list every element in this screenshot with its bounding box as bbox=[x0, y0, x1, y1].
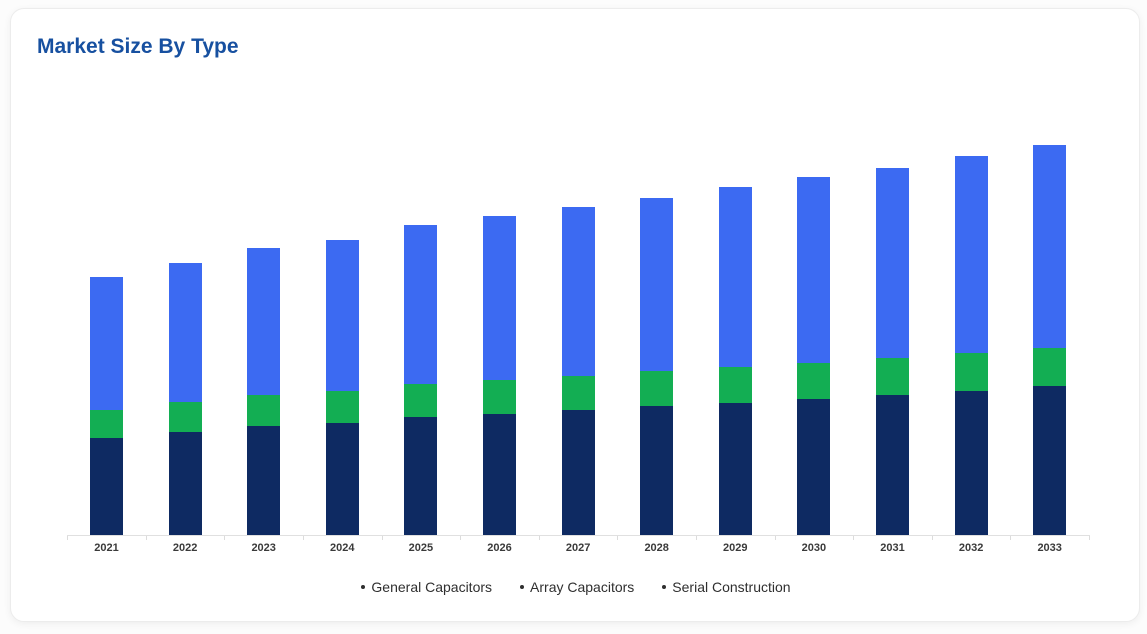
bar-segment-array-capacitors[interactable] bbox=[954, 353, 988, 391]
bar-segment-array-capacitors[interactable] bbox=[1033, 348, 1067, 386]
legend-label: General Capacitors bbox=[371, 579, 493, 595]
bar-segment-serial-construction[interactable] bbox=[640, 198, 674, 371]
legend-item-array-capacitors[interactable]: Array Capacitors bbox=[520, 579, 634, 595]
x-axis-label: 2025 bbox=[408, 542, 434, 554]
bar-2028[interactable] bbox=[640, 198, 674, 535]
bar-2025[interactable] bbox=[404, 225, 438, 535]
bar-segment-serial-construction[interactable] bbox=[90, 277, 123, 410]
chart-title: Market Size By Type bbox=[37, 35, 239, 58]
x-axis-tick bbox=[303, 536, 304, 540]
x-axis-tick bbox=[931, 536, 933, 540]
bar-2031[interactable] bbox=[876, 168, 909, 535]
x-axis-tick bbox=[460, 536, 462, 540]
bar-segment-array-capacitors[interactable] bbox=[404, 384, 438, 417]
x-axis-tick bbox=[1089, 536, 1090, 540]
bar-segment-array-capacitors[interactable] bbox=[325, 391, 359, 423]
legend-label: Serial Construction bbox=[672, 579, 791, 595]
bar-segment-serial-construction[interactable] bbox=[718, 187, 752, 367]
x-axis-label: 2021 bbox=[94, 542, 119, 554]
legend-item-general-capacitors[interactable]: General Capacitors bbox=[361, 579, 492, 595]
bar-segment-general-capacitors[interactable] bbox=[483, 414, 516, 535]
stacked-bar-chart: 2021 2022 2023 2024 2025 2026 2027 2028 2029 2030… bbox=[11, 9, 1141, 623]
bar-segment-serial-construction[interactable] bbox=[404, 225, 438, 384]
x-axis-label: 2028 bbox=[644, 542, 669, 554]
bar-segment-general-capacitors[interactable] bbox=[561, 410, 595, 535]
bar-2026[interactable] bbox=[483, 216, 516, 535]
x-axis-line bbox=[67, 535, 1090, 536]
bar-segment-array-capacitors[interactable] bbox=[247, 395, 281, 426]
bar-segment-serial-construction[interactable] bbox=[325, 240, 359, 391]
bar-segment-general-capacitors[interactable] bbox=[954, 391, 988, 535]
chart-legend: General Capacitors Array Capacitors Serial… bbox=[11, 579, 1141, 595]
bar-segment-serial-construction[interactable] bbox=[1033, 145, 1067, 348]
bar-segment-serial-construction[interactable] bbox=[876, 168, 909, 358]
x-axis-tick bbox=[224, 536, 226, 540]
bar-segment-general-capacitors[interactable] bbox=[404, 417, 438, 535]
bar-segment-general-capacitors[interactable] bbox=[90, 438, 123, 535]
bar-segment-array-capacitors[interactable] bbox=[876, 358, 909, 395]
x-axis-label: 2026 bbox=[487, 542, 512, 554]
bar-segment-serial-construction[interactable] bbox=[561, 207, 595, 376]
bar-2021[interactable] bbox=[90, 277, 123, 535]
bar-segment-general-capacitors[interactable] bbox=[168, 432, 202, 535]
bar-segment-general-capacitors[interactable] bbox=[325, 423, 359, 535]
x-axis-label: 2033 bbox=[1037, 542, 1062, 554]
bar-segment-serial-construction[interactable] bbox=[168, 263, 202, 402]
x-axis-tick bbox=[67, 536, 69, 540]
bar-2032[interactable] bbox=[954, 156, 988, 535]
bar-segment-general-capacitors[interactable] bbox=[247, 426, 281, 535]
bar-2029[interactable] bbox=[718, 187, 752, 535]
bar-2023[interactable] bbox=[247, 248, 281, 535]
x-axis-tick bbox=[538, 536, 540, 540]
bar-segment-array-capacitors[interactable] bbox=[168, 402, 202, 432]
x-axis-label: 2022 bbox=[172, 542, 198, 554]
x-axis-label: 2032 bbox=[958, 542, 984, 554]
bar-segment-general-capacitors[interactable] bbox=[876, 395, 909, 535]
bar-2030[interactable] bbox=[797, 177, 831, 535]
bar-segment-array-capacitors[interactable] bbox=[797, 363, 831, 399]
x-axis-tick bbox=[696, 536, 697, 540]
bar-segment-general-capacitors[interactable] bbox=[640, 406, 674, 535]
bar-segment-serial-construction[interactable] bbox=[797, 177, 831, 363]
x-axis-tick bbox=[617, 536, 619, 540]
x-axis-tick bbox=[1010, 536, 1012, 540]
bar-segment-serial-construction[interactable] bbox=[954, 156, 988, 353]
legend-label: Array Capacitors bbox=[530, 579, 635, 595]
x-axis-label: 2027 bbox=[565, 542, 591, 554]
bar-2027[interactable] bbox=[561, 207, 595, 535]
x-axis-label: 2029 bbox=[723, 542, 748, 554]
bar-segment-general-capacitors[interactable] bbox=[1033, 386, 1067, 535]
bar-segment-array-capacitors[interactable] bbox=[640, 371, 674, 406]
bar-segment-array-capacitors[interactable] bbox=[561, 376, 595, 410]
bar-segment-serial-construction[interactable] bbox=[247, 248, 281, 395]
bar-segment-serial-construction[interactable] bbox=[483, 216, 516, 380]
bar-segment-array-capacitors[interactable] bbox=[90, 410, 123, 438]
x-axis-tick bbox=[145, 536, 147, 540]
x-axis-tick bbox=[853, 536, 855, 540]
bar-2022[interactable] bbox=[168, 263, 202, 535]
x-axis-label: 2024 bbox=[330, 542, 355, 554]
x-axis-label: 2023 bbox=[251, 542, 276, 554]
bar-segment-general-capacitors[interactable] bbox=[718, 403, 752, 535]
bar-2024[interactable] bbox=[325, 240, 359, 535]
chart-card: Market Size By Type 2021 2022 2023 2024 2025… bbox=[10, 8, 1140, 622]
bar-segment-array-capacitors[interactable] bbox=[483, 380, 516, 414]
bar-segment-array-capacitors[interactable] bbox=[718, 367, 752, 403]
x-axis-label: 2030 bbox=[801, 542, 827, 554]
legend-marker-dot bbox=[520, 585, 525, 589]
x-axis-tick bbox=[774, 536, 776, 540]
x-axis-tick bbox=[381, 536, 383, 540]
legend-marker-dot bbox=[662, 585, 667, 589]
x-axis-label: 2031 bbox=[880, 542, 905, 554]
legend-item-serial-construction[interactable]: Serial Construction bbox=[662, 579, 791, 595]
bar-2033[interactable] bbox=[1033, 145, 1067, 535]
legend-marker-dot bbox=[361, 585, 366, 589]
bar-segment-general-capacitors[interactable] bbox=[797, 399, 831, 535]
